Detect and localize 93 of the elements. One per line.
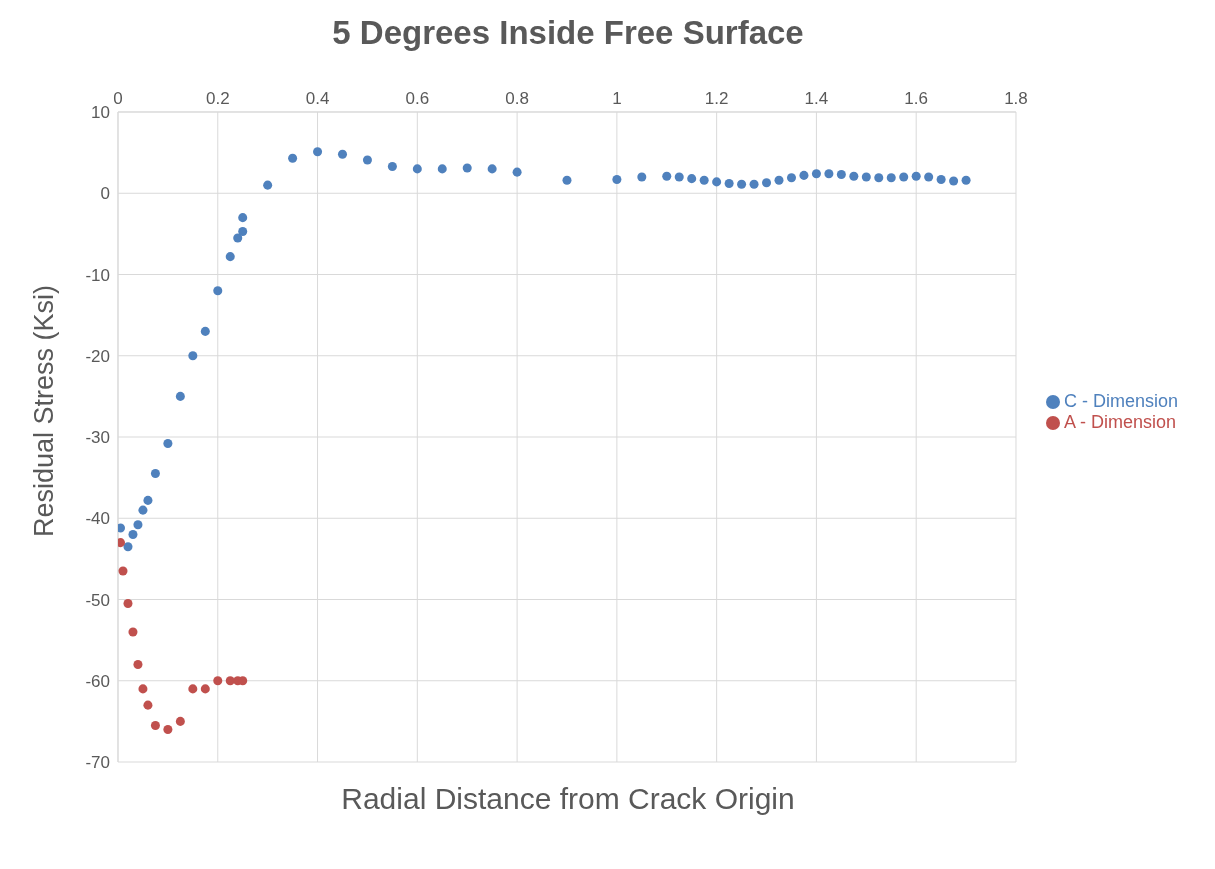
point [437,164,447,174]
point [924,172,934,182]
y-tick-label: -40 [85,509,110,529]
x-axis-title: Radial Distance from Crack Origin [340,782,796,816]
x-tick-label: 0.4 [305,89,330,108]
point [188,351,198,361]
point [133,659,143,670]
point [762,178,772,188]
legend-label: C - Dimension [1063,391,1178,411]
point [200,326,210,336]
y-tick-label: -60 [85,671,110,691]
point [786,173,796,183]
x-tick-label: 0 [113,89,123,108]
point [128,627,138,637]
y-tick-label: 0 [100,184,110,204]
point [861,172,871,182]
x-tick-label: 0.8 [505,89,529,108]
point [313,147,323,157]
point [961,175,971,185]
point [133,520,143,530]
point [749,179,759,189]
point [799,170,809,180]
point [886,173,896,183]
point [724,178,734,189]
point [225,676,235,686]
point [238,226,248,236]
point [200,684,210,694]
point [612,174,622,184]
x-tick-label: 1.4 [804,89,829,108]
point [288,153,298,163]
point [362,155,372,165]
point [138,505,148,515]
point [163,724,173,735]
y-tick-label: -10 [85,265,110,285]
point [233,233,243,243]
point [874,173,884,183]
chart-title: 5 Degrees Inside Free Surface [331,13,805,52]
point [123,542,133,552]
point [811,169,821,179]
x-tick-label: 1.2 [704,89,729,108]
point [123,599,133,609]
point [143,700,153,710]
x-tick-label: 1.6 [904,89,929,108]
point [512,167,522,177]
point [118,566,128,576]
y-axis-title: Residual Stress (Ksi) [28,284,59,537]
y-tick-label: 10 [91,103,110,123]
point [849,171,859,181]
y-tick-label: -50 [85,590,110,610]
point [175,391,185,401]
x-tick-label: 0.2 [205,89,230,108]
point [737,179,747,189]
x-tick-label: 0.6 [405,89,430,108]
point [175,716,185,726]
point [699,175,709,185]
point [412,164,422,174]
point [118,538,126,548]
point [143,495,153,505]
point [150,469,160,479]
point [118,523,126,533]
point [238,213,248,223]
point [188,684,198,694]
y-tick-label: -30 [85,428,110,448]
point [949,176,959,186]
point [213,286,223,296]
point [562,175,572,185]
point [387,161,397,171]
point [674,172,684,182]
y-tick-label: -20 [85,346,110,366]
point [128,529,138,540]
point [662,171,672,181]
point [774,175,784,185]
point [911,171,921,181]
point [687,174,697,184]
point [899,172,909,182]
legend-label: A - Dimension [1063,412,1177,432]
point [150,720,160,730]
x-tick-label: 1.8 [1004,89,1028,108]
point [337,149,348,159]
point [487,164,497,174]
point [263,180,273,190]
point [637,172,647,182]
x-tick-label: 1 [612,89,622,108]
point [225,252,235,262]
point [462,163,472,173]
point [712,177,722,187]
point [163,438,173,449]
point [836,170,846,180]
point [138,684,148,694]
point [824,169,834,179]
y-tick-label: -70 [85,753,110,773]
point [213,676,223,686]
point [936,174,946,184]
